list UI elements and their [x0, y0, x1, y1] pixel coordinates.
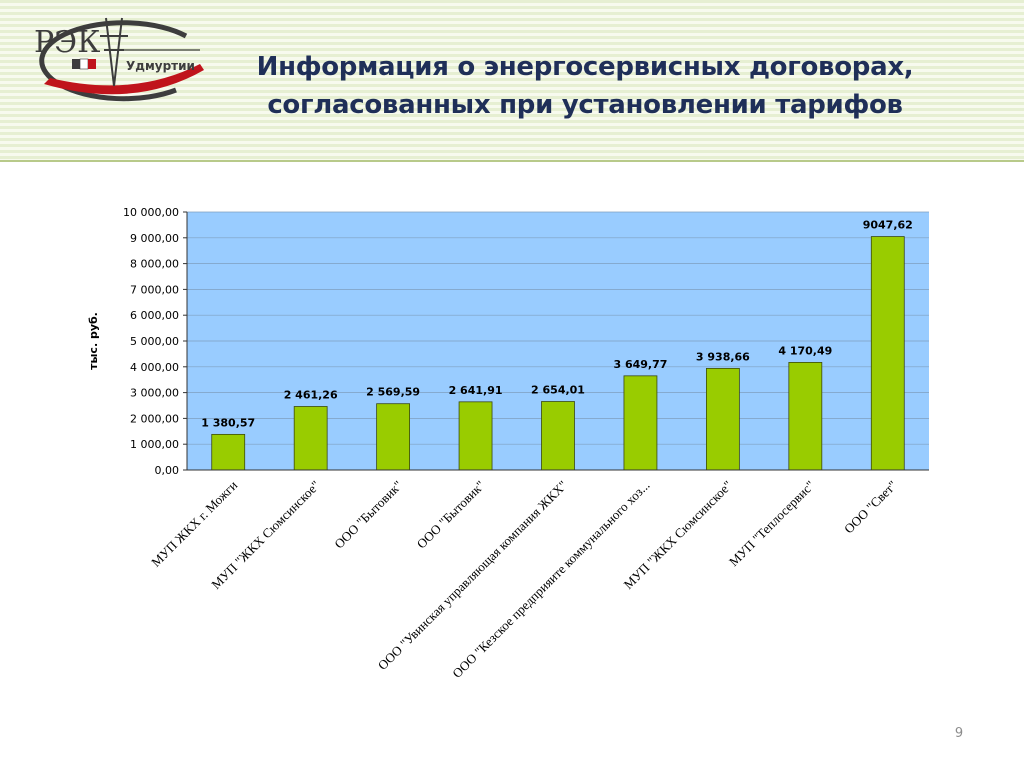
- slide-title-line-1: Информация о энергосервисных договорах,: [256, 52, 914, 82]
- rek-logo: РЭК Удмуртии: [34, 17, 204, 102]
- bar-value-label: 2 569,59: [366, 386, 420, 399]
- y-tick-label: 4 000,00: [130, 361, 179, 374]
- header-divider: [0, 160, 1024, 162]
- bar: [870, 236, 905, 471]
- y-tick-label: 1 000,00: [130, 438, 179, 451]
- bar-value-label: 9047,62: [863, 219, 913, 232]
- bar: [541, 401, 575, 471]
- bar-value-label: 2 461,26: [284, 388, 338, 401]
- value-labels: 1 380,57 2 461,26 2 569,59 2 641,91 2 654,01…: [201, 219, 913, 430]
- bar: [623, 375, 658, 471]
- bar: [706, 367, 740, 471]
- bar-value-label: 4 170,49: [778, 344, 832, 357]
- y-axis-ticks: 0,00 1 000,00 2 000,00 3 000,00 4 000,00 5 00…: [123, 206, 187, 477]
- logo-flag-red: [88, 59, 96, 69]
- bar-value-label: 1 380,57: [201, 416, 255, 429]
- x-tick-label: ООО "Свет": [841, 478, 900, 537]
- bar: [788, 362, 823, 471]
- y-tick-label: 7 000,00: [130, 283, 179, 296]
- bar-value-label: 2 654,01: [531, 384, 585, 397]
- bar-value-label: 3 938,66: [696, 350, 750, 363]
- bars: [211, 236, 905, 471]
- y-tick-label: 10 000,00: [123, 206, 179, 219]
- y-tick-label: 8 000,00: [130, 258, 179, 271]
- bar: [376, 403, 411, 471]
- bar: [458, 401, 493, 471]
- x-tick-label: МУП ЖКХ г. Можги: [148, 477, 240, 569]
- y-tick-label: 9 000,00: [130, 232, 179, 245]
- x-tick-label: ООО "Бытовик": [414, 478, 488, 552]
- bar: [293, 406, 328, 471]
- logo-abbr: РЭК: [34, 25, 100, 60]
- slide-title: Информация о энергосервисных договорах, …: [230, 48, 940, 124]
- x-tick-label: МУП "Теплосервис": [726, 478, 818, 570]
- y-tick-label: 6 000,00: [130, 309, 179, 322]
- y-tick-label: 5 000,00: [130, 335, 179, 348]
- bar: [211, 433, 246, 471]
- y-tick-label: 0,00: [155, 464, 180, 477]
- logo-region: Удмуртии: [126, 59, 195, 73]
- x-tick-label: ООО "Бытовик": [331, 478, 405, 552]
- page-number: 9: [954, 726, 964, 741]
- y-axis-label: тыс. руб.: [87, 312, 100, 370]
- bar-value-label: 2 641,91: [449, 384, 503, 397]
- slide-title-line-2: согласованных при установлении тарифов: [267, 90, 903, 120]
- bar-value-label: 3 649,77: [613, 358, 667, 371]
- y-tick-label: 2 000,00: [130, 412, 179, 425]
- logo-flag-dark: [72, 59, 80, 69]
- y-tick-label: 3 000,00: [130, 387, 179, 400]
- x-tick-label: ООО "Увинская управляющая компания ЖКХ": [375, 478, 570, 673]
